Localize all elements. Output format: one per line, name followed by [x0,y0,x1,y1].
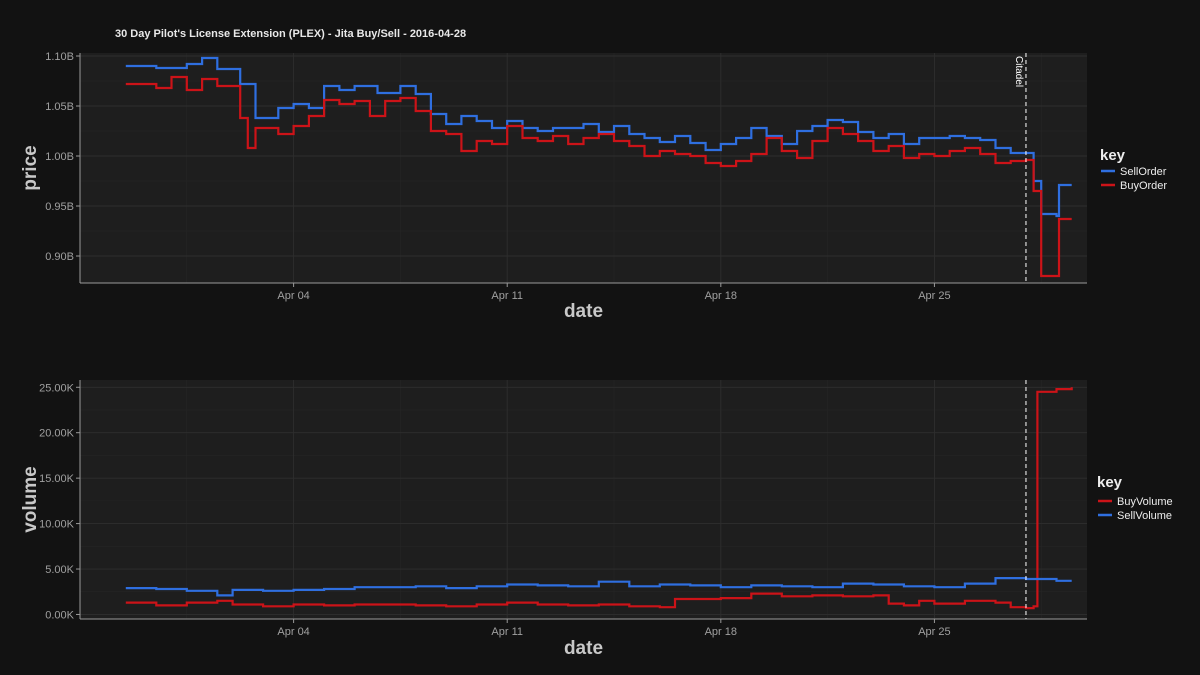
x-tick-label: Apr 11 [491,626,523,638]
x-tick-label: Apr 18 [705,290,737,302]
series-line-sellvolume [125,577,1072,597]
x-tick-label: Apr 18 [705,626,737,638]
series-line-buyorder [125,75,1072,278]
legend-label-buyorder: BuyOrder [1120,180,1167,192]
x-tick-label: Apr 25 [918,290,950,302]
plot-area [80,380,1087,619]
x-tick-label: Apr 11 [491,290,523,302]
y-tick-label: 10.00K [39,519,75,531]
x-tick-label: Apr 04 [277,626,309,638]
y-tick-label: 0.90B [45,251,74,263]
legend-label-buyvolume: BuyVolume [1117,496,1173,508]
x-axis-title: date [564,301,603,322]
volume-chart: 0.00K 5.00K 10.00K 15.00K 20.00K 25.00K Apr 04… [20,380,1173,659]
legend-title: key [1100,147,1126,164]
y-tick-label: 1.10B [45,51,74,63]
y-axis-title: volume [20,466,41,533]
legend-label-sellvolume: SellVolume [1117,510,1172,522]
y-tick-label: 20.00K [39,428,75,440]
x-tick-label: Apr 04 [277,290,309,302]
legend: key BuyVolume SellVolume [1097,474,1173,522]
x-tick-label: Apr 25 [918,626,950,638]
y-tick-label: 1.05B [45,101,74,113]
price-chart: 0.90B 0.95B 1.00B 1.05B 1.10B Apr 04 Apr 11 Apr… [20,51,1167,322]
annotation-label: Citadel [1013,56,1024,87]
y-tick-label: 1.00B [45,151,74,163]
y-tick-label: 25.00K [39,382,75,394]
legend-title: key [1097,474,1123,491]
legend: key SellOrder BuyOrder [1100,147,1167,192]
y-tick-label: 0.95B [45,201,74,213]
x-axis-title: date [564,638,603,659]
legend-label-sellorder: SellOrder [1120,166,1167,178]
plot-area [80,53,1087,283]
chart-title: 30 Day Pilot's License Extension (PLEX) … [115,28,466,40]
y-tick-label: 15.00K [39,473,75,485]
y-axis-title: price [20,145,41,190]
y-tick-label: 0.00K [45,609,74,621]
y-tick-label: 5.00K [45,564,74,576]
series-line-buyvolume [125,387,1073,610]
